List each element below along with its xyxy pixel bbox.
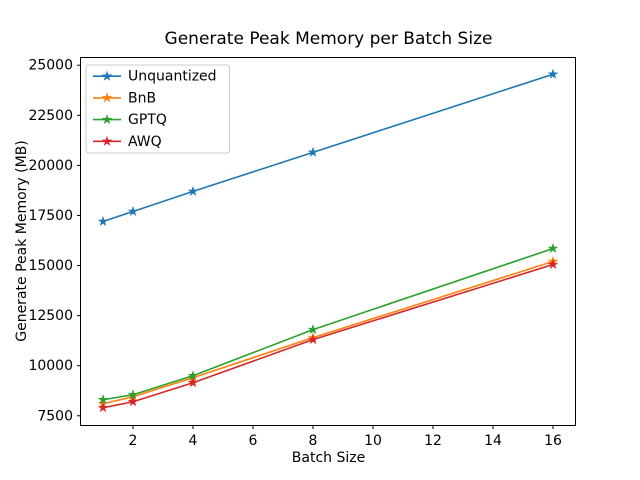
data-point-unquantized-b2 xyxy=(127,205,139,216)
data-point-unquantized-b16 xyxy=(547,68,559,79)
chart-title: Generate Peak Memory per Batch Size xyxy=(164,29,493,49)
x-tick-label: 6 xyxy=(249,433,258,449)
legend-label-bnb: BnB xyxy=(128,90,156,106)
legend-swatch-marker xyxy=(101,70,113,81)
x-tick-label: 16 xyxy=(544,433,562,449)
legend-label-gptq: GPTQ xyxy=(128,112,167,128)
series-line-gptq xyxy=(102,247,554,401)
data-point-awq-b1 xyxy=(97,402,109,413)
x-tick-label: 14 xyxy=(484,433,502,449)
y-tick-label: 7500 xyxy=(37,408,73,424)
legend-box xyxy=(85,64,230,154)
y-tick-label: 17500 xyxy=(28,208,73,224)
y-tick-label: 20000 xyxy=(28,158,73,174)
x-tick-label: 12 xyxy=(424,433,442,449)
data-point-gptq-b1 xyxy=(97,394,109,405)
x-tick-label: 2 xyxy=(129,433,138,449)
y-tick-label: 15000 xyxy=(28,258,73,274)
legend-label-unquantized: Unquantized xyxy=(128,69,217,85)
legend-swatch-marker xyxy=(101,135,113,146)
y-tick-label: 10000 xyxy=(28,358,73,374)
x-tick-label: 8 xyxy=(309,433,318,449)
legend-label-awq: AWQ xyxy=(128,134,162,150)
y-tick-label: 12500 xyxy=(28,308,73,324)
data-point-gptq-b8 xyxy=(307,324,319,335)
x-tick-label: 4 xyxy=(189,433,198,449)
axes-frame xyxy=(80,57,576,426)
data-point-awq-b4 xyxy=(187,377,199,388)
data-point-unquantized-b1 xyxy=(97,215,109,226)
data-point-unquantized-b4 xyxy=(187,185,199,196)
legend-swatch-marker xyxy=(101,114,113,125)
data-point-gptq-b16 xyxy=(547,242,559,254)
data-point-awq-b16 xyxy=(547,258,559,270)
data-point-unquantized-b8 xyxy=(307,146,319,157)
data-point-gptq-b2 xyxy=(127,389,139,400)
data-point-gptq-b4 xyxy=(187,370,199,381)
data-point-awq-b2 xyxy=(127,396,139,407)
y-tick-label: 25000 xyxy=(28,58,73,74)
y-axis-label: Generate Peak Memory (MB) xyxy=(14,140,30,342)
series-line-awq xyxy=(102,263,554,409)
legend-swatch-marker xyxy=(101,92,113,103)
y-tick-label: 22500 xyxy=(28,108,73,124)
x-axis-label: Batch Size xyxy=(291,450,366,466)
data-point-awq-b8 xyxy=(307,334,319,345)
x-tick-label: 10 xyxy=(364,433,382,449)
